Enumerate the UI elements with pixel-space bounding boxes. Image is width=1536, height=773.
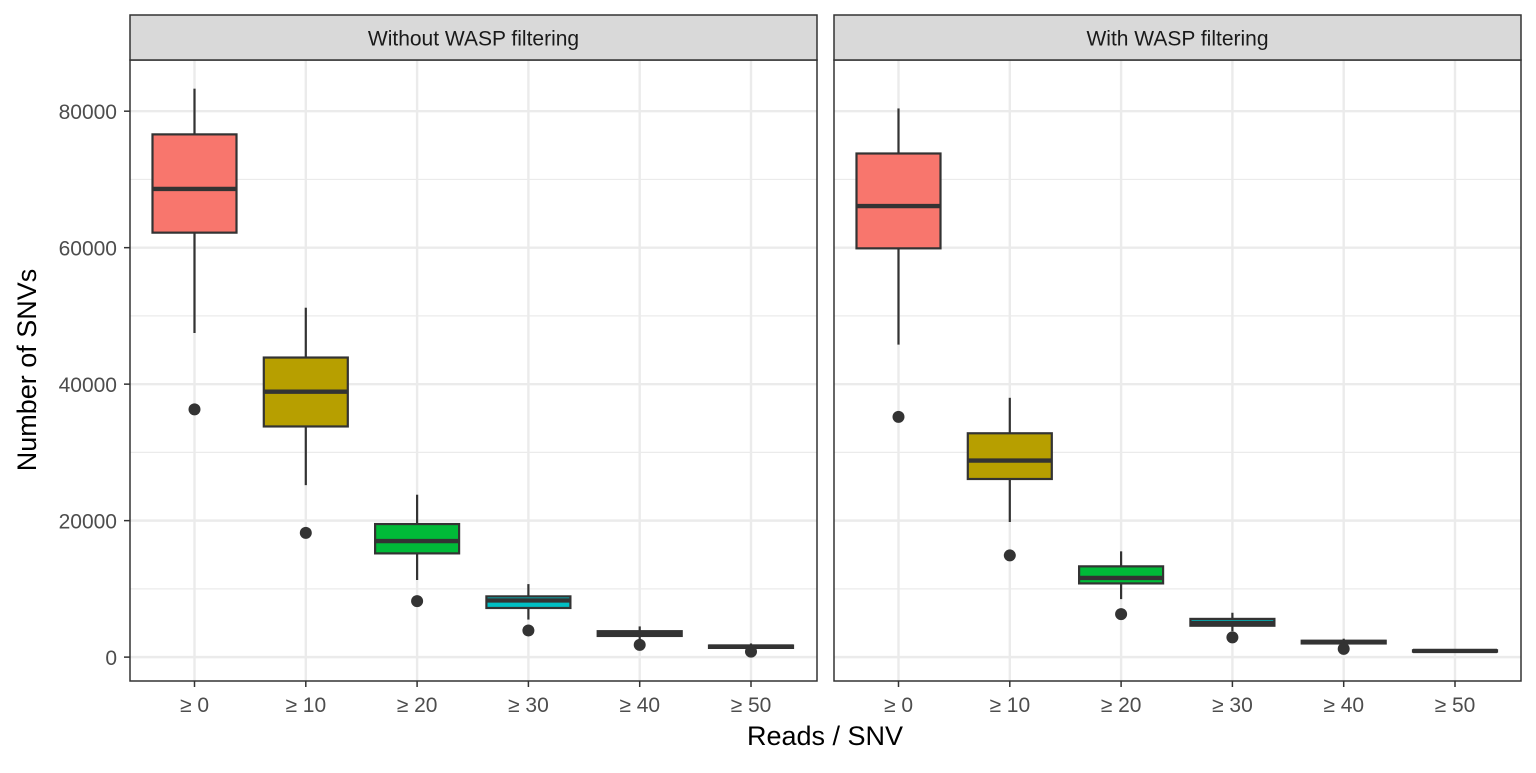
box-iqr: [151, 133, 238, 234]
panel-background: [130, 60, 817, 681]
facet-strip: [129, 14, 818, 61]
x-tick-label: ≥ 30: [1212, 694, 1253, 717]
x-tick-label: ≥ 0: [180, 694, 209, 717]
box-iqr: [855, 152, 942, 250]
box-iqr: [374, 522, 461, 555]
box-2: [262, 307, 349, 539]
x-tick-label: ≥ 10: [285, 694, 326, 717]
outlier-point: [1003, 549, 1016, 562]
box-6: [1411, 648, 1499, 654]
box-4: [485, 584, 572, 637]
x-tick-label: ≥ 20: [1101, 694, 1142, 717]
y-tick-label: 0: [105, 647, 117, 670]
box-5: [596, 626, 683, 651]
panel-1: Without WASP filtering ≥ 0 ≥ 10 ≥ 20 ≥ 30 ≥ 4…: [59, 14, 818, 717]
panels-layer: Without WASP filtering ≥ 0 ≥ 10 ≥ 20 ≥ 30 ≥ 4…: [59, 14, 1522, 717]
facet-strip: [833, 14, 1522, 61]
box-iqr: [1077, 565, 1165, 585]
outlier-point: [1337, 642, 1350, 655]
x-tick-label: ≥ 40: [619, 694, 660, 717]
box-1: [855, 108, 942, 423]
panel-background: [834, 60, 1521, 681]
facet-strip-title: With WASP filtering: [1086, 28, 1268, 51]
outlier-point: [299, 526, 312, 539]
y-tick-label: 60000: [59, 238, 117, 261]
outlier-point: [892, 410, 905, 423]
outlier-point: [188, 403, 201, 416]
outlier-point: [522, 624, 535, 637]
outlier-point: [1115, 608, 1128, 621]
x-tick-label: ≥ 30: [508, 694, 549, 717]
box-1: [151, 88, 238, 416]
outlier-point: [745, 645, 757, 658]
outlier-point: [411, 595, 424, 608]
x-axis-title: Reads / SNV: [747, 721, 903, 751]
box-6: [707, 643, 795, 658]
outlier-point: [1226, 631, 1239, 644]
x-tick-label: ≥ 0: [884, 694, 913, 717]
box-2: [966, 397, 1053, 562]
y-tick-label: 80000: [59, 101, 117, 124]
y-axis-title: Number of SNVs: [12, 269, 42, 472]
box-5: [1300, 638, 1387, 655]
box-3: [374, 494, 461, 608]
x-tick-label: ≥ 40: [1323, 694, 1364, 717]
box-4: [1189, 612, 1276, 644]
y-tick-label: 40000: [59, 374, 117, 397]
x-tick-label: ≥ 10: [989, 694, 1030, 717]
x-tick-label: ≥ 50: [731, 694, 772, 717]
outlier-point: [633, 638, 646, 651]
facet-strip-title: Without WASP filtering: [368, 28, 579, 51]
x-tick-label: ≥ 20: [397, 694, 438, 717]
x-tick-label: ≥ 50: [1435, 694, 1476, 717]
box-iqr: [966, 432, 1053, 481]
box-3: [1077, 551, 1165, 621]
panel-2: With WASP filtering ≥ 0 ≥ 10 ≥ 20 ≥ 30 ≥ 40 ≥ …: [833, 14, 1522, 717]
y-tick-label: 20000: [59, 511, 117, 534]
